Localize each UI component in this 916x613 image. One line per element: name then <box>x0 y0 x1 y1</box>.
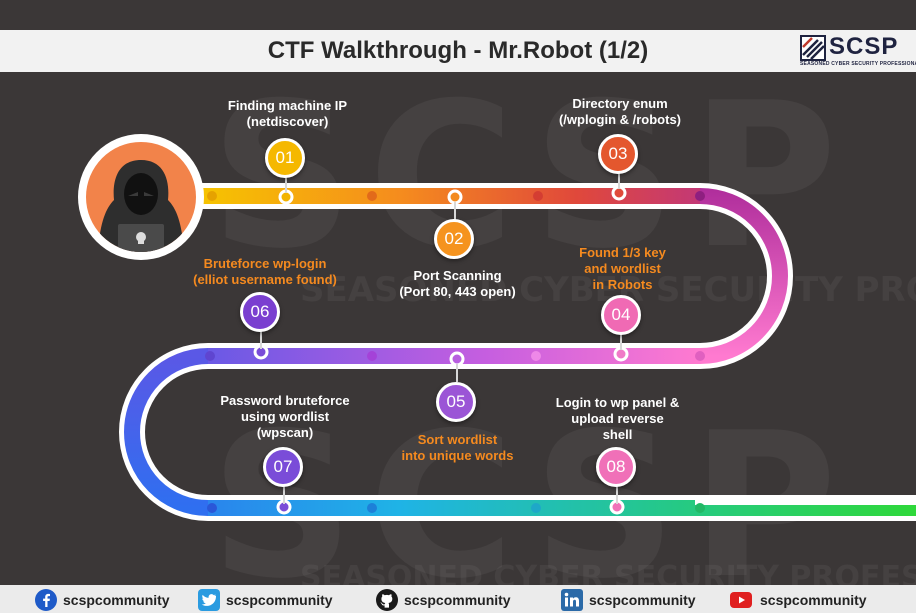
header-bar: CTF Walkthrough - Mr.Robot (1/2) SCSP SE… <box>0 30 916 72</box>
linkedin-icon <box>561 589 583 611</box>
step-01-stem <box>285 177 287 193</box>
hacker-avatar <box>78 134 204 260</box>
twitter-link[interactable]: scspcommunity <box>198 589 333 611</box>
page-title: CTF Walkthrough - Mr.Robot (1/2) <box>267 37 649 64</box>
step-07-marker: 07 <box>263 447 303 487</box>
logo-text: SCSP <box>829 33 899 60</box>
step-08-marker: 08 <box>596 447 636 487</box>
scsp-logo-icon <box>800 35 826 61</box>
step-05-stem <box>456 364 458 382</box>
twitter-icon <box>198 589 220 611</box>
github-handle: scspcommunity <box>404 592 511 608</box>
facebook-icon <box>35 589 57 611</box>
step-01-marker: 01 <box>265 138 305 178</box>
step-06-marker: 06 <box>240 292 280 332</box>
road-dots <box>205 191 705 513</box>
youtube-link[interactable]: scspcommunity <box>728 589 867 611</box>
step-06-stem <box>260 331 262 349</box>
step-08-stem <box>616 486 618 504</box>
facebook-handle: scspcommunity <box>63 592 170 608</box>
step-04-stem <box>620 334 622 350</box>
step-03-marker: 03 <box>598 134 638 174</box>
step-06-label: Bruteforce wp-login (elliot username fou… <box>193 256 337 287</box>
step-04-marker: 04 <box>601 295 641 335</box>
step-07-stem <box>283 486 285 504</box>
scsp-logo: SCSP SEASONED CYBER SECURITY PROFESSIONA… <box>800 33 916 69</box>
youtube-handle: scspcommunity <box>760 592 867 608</box>
step-02-label: Port Scanning (Port 80, 443 open) <box>399 268 516 299</box>
step-03-stem <box>618 173 620 189</box>
github-link[interactable]: scspcommunity <box>376 589 511 611</box>
step-02-stem <box>454 202 456 220</box>
facebook-link[interactable]: scspcommunity <box>35 589 170 611</box>
step-03-label: Directory enum (/wplogin & /robots) <box>558 96 682 127</box>
social-footer: scspcommunity scspcommunity scspcommunit… <box>0 585 916 613</box>
step-08-label: Login to wp panel & upload reverse shell <box>555 395 680 442</box>
logo-tagline: SEASONED CYBER SECURITY PROFESSIONALS <box>800 61 916 67</box>
linkedin-link[interactable]: scspcommunity <box>561 589 696 611</box>
step-02-marker: 02 <box>434 219 474 259</box>
step-05-label: Sort wordlist into unique words <box>401 432 514 463</box>
hacker-avatar-image <box>86 142 196 252</box>
step-01-label: Finding machine IP (netdiscover) <box>227 98 348 129</box>
step-05-marker: 05 <box>436 382 476 422</box>
twitter-handle: scspcommunity <box>226 592 333 608</box>
step-04-label: Found 1/3 key and wordlist in Robots <box>579 245 666 292</box>
youtube-icon <box>730 592 752 608</box>
hooded-hacker-icon <box>98 160 184 252</box>
github-icon <box>376 589 398 611</box>
linkedin-handle: scspcommunity <box>589 592 696 608</box>
step-07-label: Password bruteforce using wordlist (wpsc… <box>220 393 350 440</box>
